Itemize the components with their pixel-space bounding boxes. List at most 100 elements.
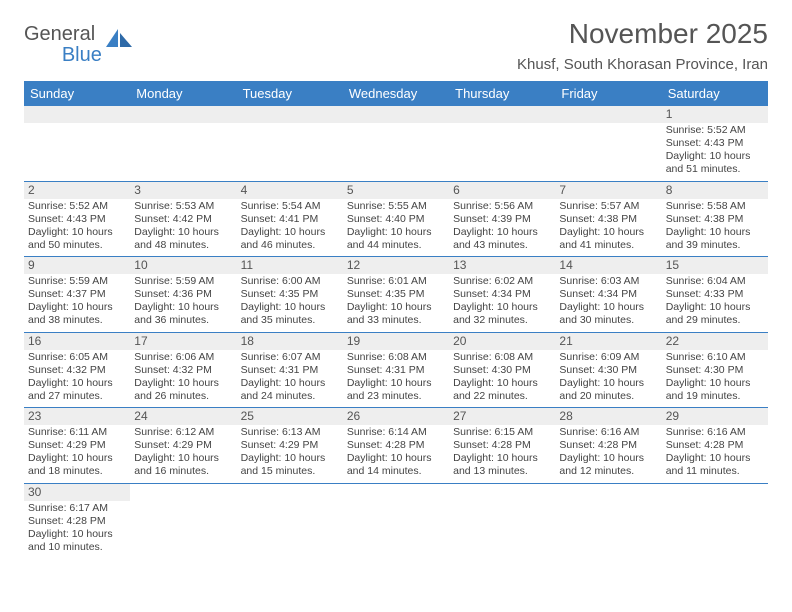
calendar-cell: 26Sunrise: 6:14 AMSunset: 4:28 PMDayligh…: [343, 408, 449, 483]
sunset-text: Sunset: 4:30 PM: [559, 364, 657, 377]
day-number-empty: [237, 106, 343, 123]
day-number: 12: [343, 257, 449, 274]
day-number: 22: [662, 333, 768, 350]
sunset-text: Sunset: 4:39 PM: [453, 213, 551, 226]
calendar-cell: 25Sunrise: 6:13 AMSunset: 4:29 PMDayligh…: [237, 408, 343, 483]
calendar-cell: 20Sunrise: 6:08 AMSunset: 4:30 PMDayligh…: [449, 333, 555, 408]
day-number: 5: [343, 182, 449, 199]
sunrise-text: Sunrise: 5:57 AM: [559, 200, 657, 213]
calendar-cell: 14Sunrise: 6:03 AMSunset: 4:34 PMDayligh…: [555, 257, 661, 332]
sunrise-text: Sunrise: 5:56 AM: [453, 200, 551, 213]
calendar-cell: 15Sunrise: 6:04 AMSunset: 4:33 PMDayligh…: [662, 257, 768, 332]
calendar-cell: 27Sunrise: 6:15 AMSunset: 4:28 PMDayligh…: [449, 408, 555, 483]
sunrise-text: Sunrise: 6:14 AM: [347, 426, 445, 439]
daylight-text: Daylight: 10 hours and 29 minutes.: [666, 301, 764, 327]
logo-main: General: [24, 23, 95, 45]
sunrise-text: Sunrise: 6:00 AM: [241, 275, 339, 288]
sunset-text: Sunset: 4:30 PM: [666, 364, 764, 377]
day-header-sun: Sunday: [24, 81, 130, 106]
daylight-text: Daylight: 10 hours and 14 minutes.: [347, 452, 445, 478]
calendar-week: 23Sunrise: 6:11 AMSunset: 4:29 PMDayligh…: [24, 408, 768, 484]
daylight-text: Daylight: 10 hours and 33 minutes.: [347, 301, 445, 327]
day-header-wed: Wednesday: [343, 81, 449, 106]
sunrise-text: Sunrise: 5:52 AM: [28, 200, 126, 213]
day-number: 3: [130, 182, 236, 199]
sunset-text: Sunset: 4:28 PM: [453, 439, 551, 452]
day-header-fri: Friday: [555, 81, 661, 106]
calendar-cell: 19Sunrise: 6:08 AMSunset: 4:31 PMDayligh…: [343, 333, 449, 408]
sunrise-text: Sunrise: 6:05 AM: [28, 351, 126, 364]
day-number: 19: [343, 333, 449, 350]
day-number: 27: [449, 408, 555, 425]
sunset-text: Sunset: 4:43 PM: [28, 213, 126, 226]
sunset-text: Sunset: 4:43 PM: [666, 137, 764, 150]
daylight-text: Daylight: 10 hours and 11 minutes.: [666, 452, 764, 478]
day-number: 28: [555, 408, 661, 425]
day-number: 20: [449, 333, 555, 350]
calendar-cell: 23Sunrise: 6:11 AMSunset: 4:29 PMDayligh…: [24, 408, 130, 483]
sunset-text: Sunset: 4:31 PM: [241, 364, 339, 377]
day-number-empty: [343, 106, 449, 123]
sunrise-text: Sunrise: 6:03 AM: [559, 275, 657, 288]
day-header-tue: Tuesday: [237, 81, 343, 106]
calendar-cell: 28Sunrise: 6:16 AMSunset: 4:28 PMDayligh…: [555, 408, 661, 483]
calendar-cell: 18Sunrise: 6:07 AMSunset: 4:31 PMDayligh…: [237, 333, 343, 408]
day-number: 4: [237, 182, 343, 199]
sunset-text: Sunset: 4:40 PM: [347, 213, 445, 226]
sunrise-text: Sunrise: 6:02 AM: [453, 275, 551, 288]
sunrise-text: Sunrise: 6:11 AM: [28, 426, 126, 439]
day-number: 29: [662, 408, 768, 425]
logo: General GenBlue: [24, 24, 132, 66]
daylight-text: Daylight: 10 hours and 41 minutes.: [559, 226, 657, 252]
day-number: 2: [24, 182, 130, 199]
day-header-thu: Thursday: [449, 81, 555, 106]
day-number: 25: [237, 408, 343, 425]
sunset-text: Sunset: 4:35 PM: [347, 288, 445, 301]
calendar-cell: [343, 484, 449, 559]
sunset-text: Sunset: 4:29 PM: [241, 439, 339, 452]
sunrise-text: Sunrise: 5:59 AM: [134, 275, 232, 288]
sunrise-text: Sunrise: 6:16 AM: [559, 426, 657, 439]
sunrise-text: Sunrise: 6:08 AM: [453, 351, 551, 364]
day-number: 30: [24, 484, 130, 501]
logo-accent: Blue: [62, 44, 102, 66]
calendar-cell: [130, 484, 236, 559]
calendar-cell: [343, 106, 449, 181]
calendar-week: 30Sunrise: 6:17 AMSunset: 4:28 PMDayligh…: [24, 484, 768, 559]
calendar-cell: 9Sunrise: 5:59 AMSunset: 4:37 PMDaylight…: [24, 257, 130, 332]
sunrise-text: Sunrise: 5:59 AM: [28, 275, 126, 288]
calendar-cell: 3Sunrise: 5:53 AMSunset: 4:42 PMDaylight…: [130, 182, 236, 257]
sunset-text: Sunset: 4:38 PM: [666, 213, 764, 226]
calendar-cell: [24, 106, 130, 181]
sunrise-text: Sunrise: 6:10 AM: [666, 351, 764, 364]
location-subtitle: Khusf, South Khorasan Province, Iran: [517, 56, 768, 73]
calendar-cell: 21Sunrise: 6:09 AMSunset: 4:30 PMDayligh…: [555, 333, 661, 408]
calendar-week: 2Sunrise: 5:52 AMSunset: 4:43 PM Daylight…: [24, 182, 768, 258]
calendar-cell: 5Sunrise: 5:55 AMSunset: 4:40 PMDaylight…: [343, 182, 449, 257]
sunrise-text: Sunrise: 6:08 AM: [347, 351, 445, 364]
calendar-cell: [555, 106, 661, 181]
sunset-text: Sunset: 4:33 PM: [666, 288, 764, 301]
calendar-week: 1Sunrise: 5:52 AMSunset: 4:43 PMDaylight…: [24, 106, 768, 182]
calendar-cell: [237, 106, 343, 181]
daylight-text: Daylight: 10 hours and 20 minutes.: [559, 377, 657, 403]
sunset-text: Sunset: 4:28 PM: [28, 515, 126, 528]
daylight-text: Daylight: 10 hours and 35 minutes.: [241, 301, 339, 327]
daylight-text: Daylight: 10 hours and 51 minutes.: [666, 150, 764, 176]
month-title: November 2025: [517, 18, 768, 50]
daylight-text: Daylight: 10 hours and 46 minutes.: [241, 226, 339, 252]
day-number: 6: [449, 182, 555, 199]
day-headers: Sunday Monday Tuesday Wednesday Thursday…: [24, 81, 768, 106]
sunrise-text: Sunrise: 6:17 AM: [28, 502, 126, 515]
sunset-text: Sunset: 4:37 PM: [28, 288, 126, 301]
sunset-text: Sunset: 4:29 PM: [28, 439, 126, 452]
calendar-cell: [555, 484, 661, 559]
sunset-text: Sunset: 4:41 PM: [241, 213, 339, 226]
calendar-cell: 30Sunrise: 6:17 AMSunset: 4:28 PMDayligh…: [24, 484, 130, 559]
sunset-text: Sunset: 4:28 PM: [347, 439, 445, 452]
daylight-text: Daylight: 10 hours and 23 minutes.: [347, 377, 445, 403]
calendar-cell: 24Sunrise: 6:12 AMSunset: 4:29 PMDayligh…: [130, 408, 236, 483]
calendar-cell: [237, 484, 343, 559]
sunset-text: Sunset: 4:35 PM: [241, 288, 339, 301]
sunset-text: Sunset: 4:38 PM: [559, 213, 657, 226]
